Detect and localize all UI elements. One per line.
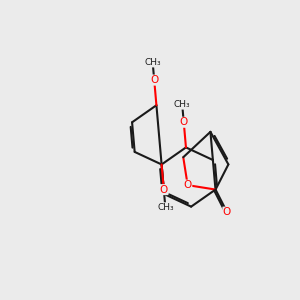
Text: CH₃: CH₃ [174, 100, 190, 109]
Text: O: O [160, 184, 168, 195]
Text: CH₃: CH₃ [157, 203, 174, 212]
Text: O: O [150, 75, 158, 85]
Text: O: O [180, 117, 188, 127]
Text: O: O [223, 207, 231, 217]
Text: CH₃: CH₃ [144, 58, 161, 67]
Text: O: O [184, 180, 192, 190]
